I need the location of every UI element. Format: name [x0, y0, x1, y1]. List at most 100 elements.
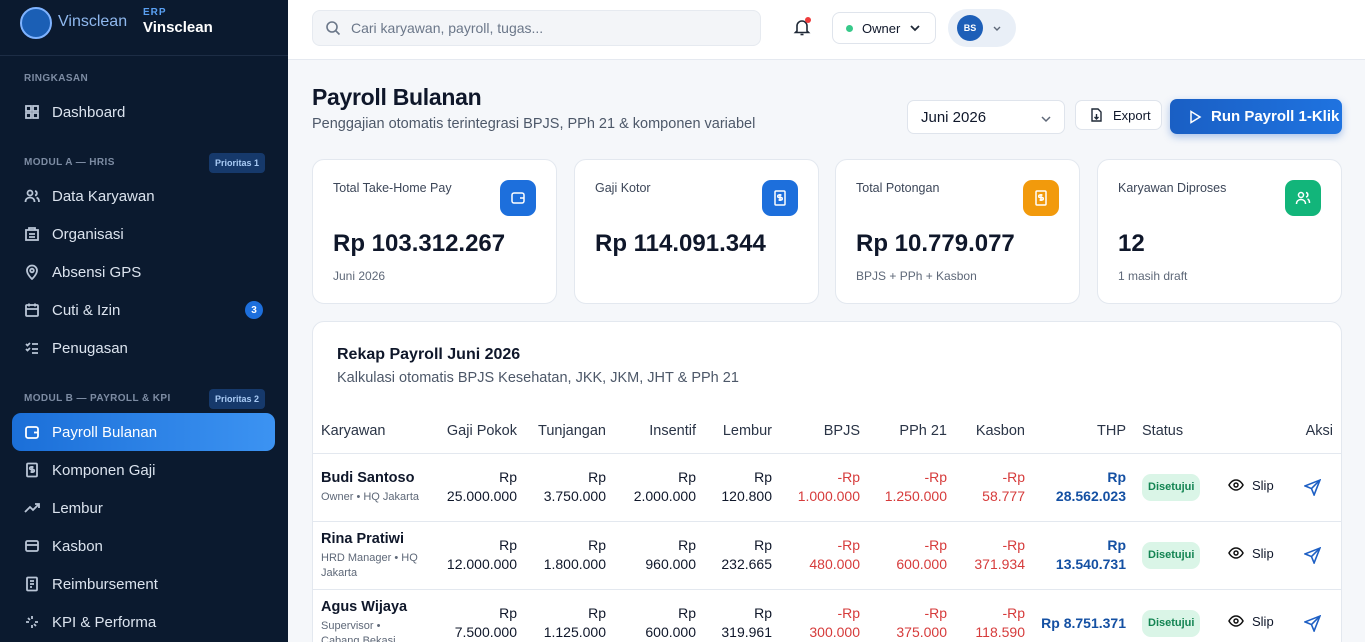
employee-name: Rina Pratiwi: [321, 530, 404, 547]
nav-section: MODUL A — HRIS Prioritas 1 Data Karyawan Or…: [0, 131, 288, 367]
send-cell: [1290, 589, 1341, 642]
employee-role: HRD Manager • HQ Jakarta: [321, 551, 418, 579]
slip-cell: Slip: [1220, 453, 1290, 522]
nav-item[interactable]: Lembur: [12, 489, 275, 527]
thp-cell: Rp 8.751.371: [1033, 589, 1134, 642]
stat-value: Rp 10.779.077: [856, 230, 1015, 257]
stat-note: BPJS + PPh + Kasbon: [856, 269, 977, 283]
section-label: MODUL B — PAYROLL & KPI: [24, 393, 171, 404]
role-label: Owner: [862, 20, 901, 36]
priority-badge: Prioritas 1: [208, 153, 265, 173]
nav-item[interactable]: Dashboard: [12, 93, 275, 131]
stat-icon: [1023, 180, 1059, 216]
brand-name: Vinsclean: [143, 19, 213, 36]
stat-card: Total Take-Home Pay Rp 103.312.267 Juni 20…: [312, 159, 557, 304]
send-button[interactable]: [1302, 546, 1333, 566]
stat-icon: [1285, 180, 1321, 216]
slip-button[interactable]: Slip: [1228, 476, 1274, 495]
nav-label: Penugasan: [52, 339, 128, 357]
slip-label: Slip: [1252, 545, 1274, 561]
slip-button[interactable]: Slip: [1228, 612, 1274, 631]
column-header: Aksi: [1220, 410, 1341, 454]
nav-label: Absensi GPS: [52, 263, 142, 281]
role-switch[interactable]: Owner: [832, 12, 936, 44]
status-cell: Disetujui: [1134, 521, 1220, 590]
nav-item[interactable]: Organisasi: [12, 215, 275, 253]
nav-label: Payroll Bulanan: [52, 423, 158, 441]
send-button[interactable]: [1302, 614, 1333, 634]
stat-icon: [762, 180, 798, 216]
employee-name: Budi Santoso: [321, 470, 415, 486]
stat-label: Gaji Kotor: [595, 181, 651, 195]
amount-cell: Rp 3.750.000: [525, 453, 614, 522]
table-row: Agus Wijaya Supervisor • Cabang Bekasi Rp …: [313, 589, 1341, 642]
nav-label: KPI & Performa: [52, 613, 157, 631]
table-header: Karyawan Gaji Pokok Tunjangan Insentif Lembu…: [313, 410, 1341, 454]
run-payroll-button[interactable]: Run Payroll 1-Klik: [1170, 99, 1342, 134]
nav-item[interactable]: Kasbon: [12, 527, 275, 565]
nav-label: Organisasi: [52, 225, 124, 243]
status-cell: Disetujui: [1134, 589, 1220, 642]
section-title: MODUL B — PAYROLL & KPI Prioritas 2: [0, 389, 288, 409]
brand-tag: ERP: [143, 7, 167, 18]
amount-cell: Rp 7.500.000: [430, 589, 525, 642]
amount-cell: -Rp 375.000: [868, 589, 955, 642]
page-subtitle: Penggajian otomatis terintegrasi BPJS, P…: [312, 116, 756, 132]
table-title: Rekap Payroll Juni 2026: [337, 346, 521, 363]
column-header: Insentif: [614, 410, 704, 454]
column-header: Tunjangan: [525, 410, 614, 454]
status-badge: Disetujui: [1142, 541, 1201, 569]
send-button[interactable]: [1302, 478, 1333, 498]
table-row: Budi Santoso Owner • HQ Jakarta Rp 25.000.…: [313, 453, 1341, 522]
column-header: Gaji Pokok: [430, 410, 525, 454]
nav: RINGKASAN Dashboard MODUL A — HRIS Priorita…: [0, 56, 288, 641]
amount-cell: Rp 960.000: [614, 521, 704, 590]
nav-section: RINGKASAN Dashboard: [0, 56, 288, 131]
stat-card: Total Potongan Rp 10.779.077 BPJS + PPh + …: [835, 159, 1080, 304]
search-box[interactable]: Cari karyawan, payroll, tugas...: [312, 10, 761, 46]
stat-value: Rp 114.091.344: [595, 230, 766, 257]
brand[interactable]: Vinsclean ERP Vinsclean: [0, 0, 288, 56]
slip-cell: Slip: [1220, 589, 1290, 642]
table-subtitle: Kalkulasi otomatis BPJS Kesehatan, JKK, …: [337, 370, 739, 386]
user-menu[interactable]: BS: [948, 9, 1016, 47]
amount-cell: -Rp 600.000: [868, 521, 955, 590]
nav-label: Cuti & Izin: [52, 301, 121, 319]
employee-name: Agus Wijaya: [321, 598, 408, 615]
nav-item[interactable]: Penugasan: [12, 329, 275, 367]
nav-item[interactable]: Payroll Bulanan: [12, 413, 275, 451]
section-label: MODUL A — HRIS: [24, 157, 115, 168]
nav-item[interactable]: Data Karyawan: [12, 177, 275, 215]
nav-item[interactable]: Reimbursement: [12, 565, 275, 603]
amount-cell: Rp 232.665: [704, 521, 780, 590]
nav-item[interactable]: Absensi GPS: [12, 253, 275, 291]
stat-card: Karyawan Diproses 12 1 masih draft: [1097, 159, 1342, 304]
notification-bell[interactable]: [792, 17, 812, 37]
amount-cell: Rp 600.000: [614, 589, 704, 642]
employee-cell: Budi Santoso Owner • HQ Jakarta: [313, 453, 430, 522]
amount-cell: Rp 12.000.000: [430, 521, 525, 590]
nav-item[interactable]: Komponen Gaji: [12, 451, 275, 489]
send-cell: [1290, 453, 1341, 522]
export-button[interactable]: Export: [1075, 100, 1162, 130]
stat-note: Juni 2026: [333, 269, 386, 283]
amount-cell: Rp 1.800.000: [525, 521, 614, 590]
slip-label: Slip: [1252, 613, 1274, 629]
nav-item[interactable]: KPI & Performa: [12, 603, 275, 641]
employee-role: Supervisor • Cabang Bekasi: [321, 619, 396, 642]
nav-item[interactable]: Cuti & Izin 3: [12, 291, 275, 329]
send-cell: [1290, 521, 1341, 590]
stat-label: Karyawan Diproses: [1118, 181, 1227, 195]
search-placeholder: Cari karyawan, payroll, tugas...: [351, 20, 544, 36]
slip-cell: Slip: [1220, 521, 1290, 590]
stat-label: Total Take-Home Pay: [333, 181, 452, 195]
stat-value: 12: [1118, 230, 1145, 257]
slip-button[interactable]: Slip: [1228, 544, 1274, 563]
employee-role: Owner • HQ Jakarta: [321, 491, 419, 503]
nav-label: Reimbursement: [52, 575, 158, 593]
amount-cell: -Rp 58.777: [955, 453, 1033, 522]
period-select[interactable]: Juni 2026: [907, 100, 1065, 134]
status-badge: Disetujui: [1142, 473, 1201, 501]
table-row: Rina Pratiwi HRD Manager • HQ Jakarta Rp 1…: [313, 521, 1341, 590]
